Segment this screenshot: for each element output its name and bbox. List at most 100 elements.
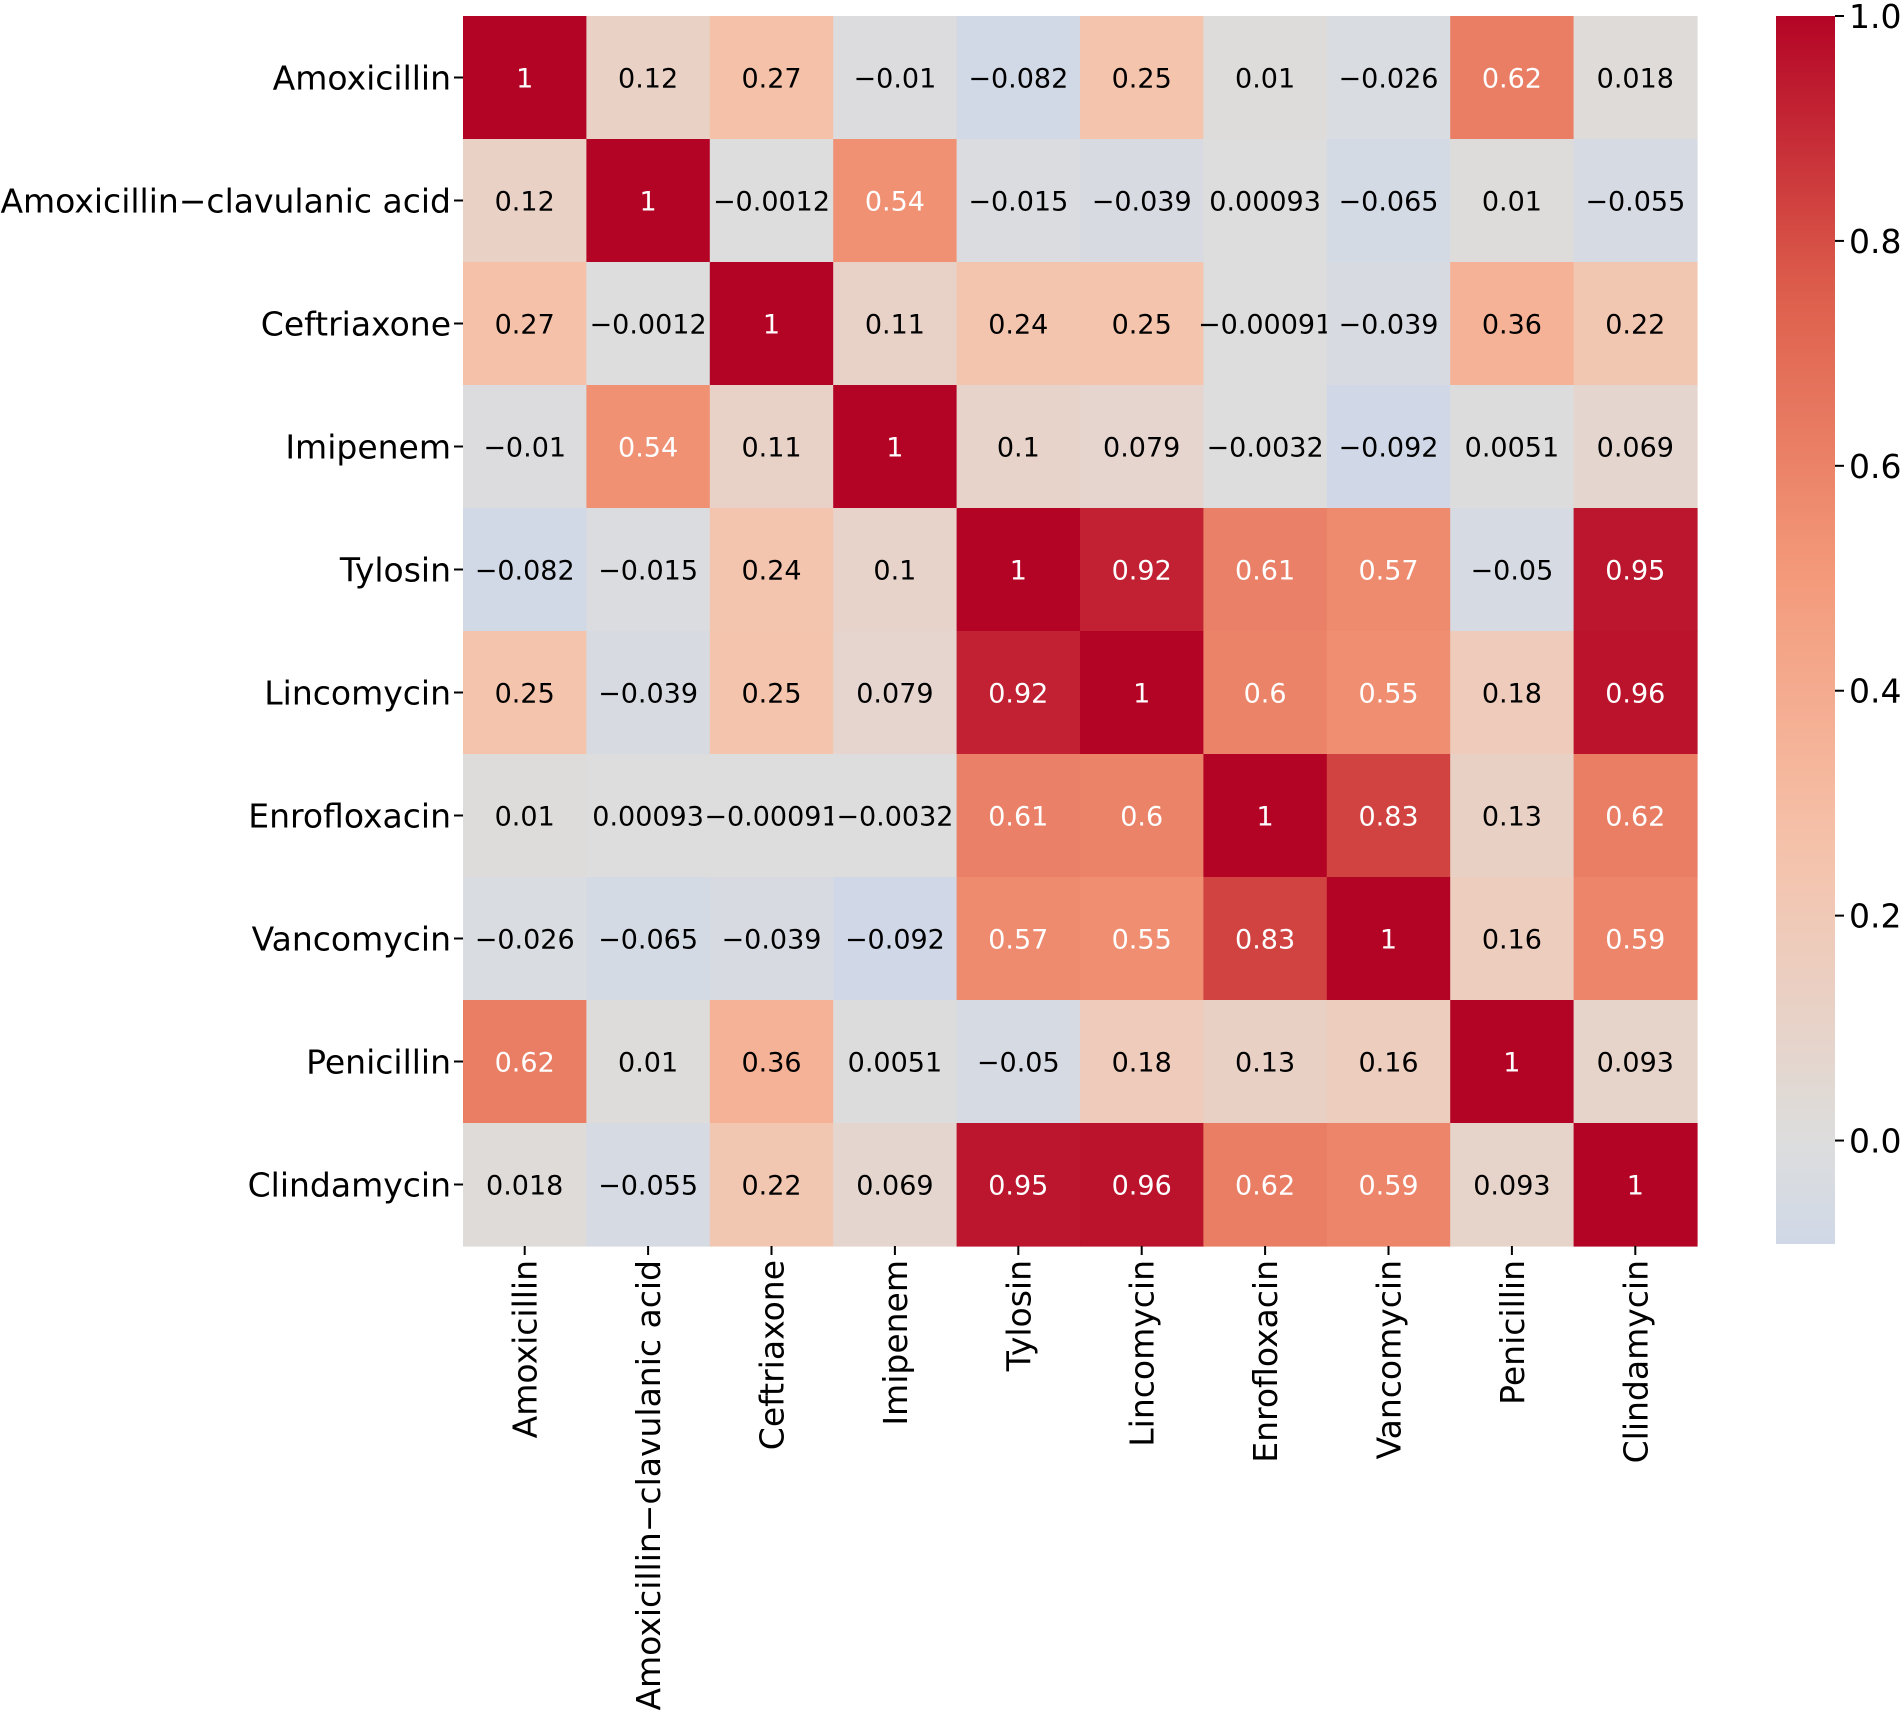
cell-value-label: 0.27	[495, 310, 555, 341]
heatmap-cell-3-7	[1326, 385, 1451, 509]
heatmap-cell-9-9	[1573, 1123, 1698, 1247]
cell-value-label: −0.039	[1339, 310, 1439, 341]
heatmap-cell-4-3	[833, 508, 958, 632]
heatmap-cell-6-9	[1573, 754, 1698, 878]
heatmap-cell-0-3	[833, 16, 958, 140]
heatmap-cell-7-0	[463, 877, 587, 1001]
cell-value-label: 1	[1503, 1048, 1520, 1079]
heatmap-cell-7-1	[586, 877, 711, 1001]
heatmap-cell-1-1	[586, 139, 711, 263]
heatmap-cell-5-8	[1450, 631, 1575, 755]
colorbar-gradient	[1776, 16, 1835, 1244]
cell-value-label: 0.079	[856, 679, 933, 710]
cell-value-label: 0.59	[1358, 1171, 1418, 1202]
cell-value-label: 0.27	[741, 64, 801, 95]
row-label-ceftriaxone: Ceftriaxone	[261, 305, 451, 344]
cell-value-label: 0.12	[618, 64, 678, 95]
row-label-tylosin: Tylosin	[339, 551, 451, 590]
heatmap-cells: 1 0.12 0.27 −0.01 −0.082 0.25 0.01 −0.026 0.62 0.…	[463, 16, 1698, 1247]
heatmap-cell-9-6	[1203, 1123, 1328, 1247]
heatmap-cell-1-9	[1573, 139, 1698, 263]
row-label-clindamycin: Clindamycin	[248, 1166, 451, 1205]
cell-value-label: 0.13	[1482, 802, 1542, 833]
cell-value-label: 0.95	[988, 1171, 1048, 1202]
heatmap-cell-4-0	[463, 508, 587, 632]
cell-value-label: −0.01	[483, 433, 566, 464]
cell-value-label: 0.093	[1597, 1048, 1674, 1079]
cell-value-label: −0.026	[1339, 64, 1439, 95]
heatmap-cell-9-2	[709, 1123, 834, 1247]
heatmap-cell-4-2	[709, 508, 834, 632]
heatmap-cell-6-6	[1203, 754, 1328, 878]
cell-value-label: 0.18	[1482, 679, 1542, 710]
cell-value-label: −0.039	[722, 925, 822, 956]
heatmap-cell-5-3	[833, 631, 958, 755]
cell-value-label: 1	[1010, 556, 1027, 587]
cell-value-label: −0.065	[1339, 187, 1439, 218]
heatmap-cell-2-2	[709, 262, 834, 386]
column-label-lincomycin: Lincomycin	[1123, 1260, 1162, 1447]
cell-value-label: 0.36	[1482, 310, 1542, 341]
cell-value-label: 0.00093	[592, 802, 704, 833]
cell-value-label: 1	[1380, 925, 1397, 956]
column-label-amoxicillin: Amoxicillin	[506, 1260, 545, 1438]
cell-value-label: 0.92	[1112, 556, 1172, 587]
heatmap-cell-3-9	[1573, 385, 1698, 509]
cell-value-label: 0.62	[1605, 802, 1665, 833]
cell-value-label: −0.01	[854, 64, 937, 95]
heatmap-cell-2-4	[956, 262, 1081, 386]
cell-value-label: −0.00091	[1198, 310, 1332, 341]
heatmap-cell-9-8	[1450, 1123, 1575, 1247]
row-label-imipenem: Imipenem	[285, 428, 451, 467]
cell-value-label: −0.05	[1471, 556, 1554, 587]
heatmap-cell-3-3	[833, 385, 958, 509]
cell-value-label: 0.62	[1482, 64, 1542, 95]
column-label-enrofloxacin: Enrofloxacin	[1246, 1260, 1285, 1463]
row-label-vancomycin: Vancomycin	[252, 920, 451, 959]
heatmap-cell-6-2	[709, 754, 834, 878]
heatmap-cell-8-3	[833, 1000, 958, 1124]
cell-value-label: 0.36	[741, 1048, 801, 1079]
cell-value-label: 0.069	[856, 1171, 933, 1202]
heatmap-cell-6-3	[833, 754, 958, 878]
heatmap-cell-5-4	[956, 631, 1081, 755]
heatmap-cell-1-4	[956, 139, 1081, 263]
heatmap-cell-7-9	[1573, 877, 1698, 1001]
cell-value-label: 0.57	[988, 925, 1048, 956]
heatmap-cell-2-6	[1203, 262, 1328, 386]
heatmap-cell-7-6	[1203, 877, 1328, 1001]
cell-value-label: 0.093	[1473, 1171, 1550, 1202]
heatmap-cell-2-0	[463, 262, 587, 386]
heatmap-cell-5-2	[709, 631, 834, 755]
heatmap-cell-8-4	[956, 1000, 1081, 1124]
heatmap-cell-3-5	[1080, 385, 1204, 509]
cell-value-label: 0.54	[865, 187, 925, 218]
cell-value-label: 0.62	[1235, 1171, 1295, 1202]
cell-value-label: −0.092	[1339, 433, 1439, 464]
cell-value-label: 0.83	[1358, 802, 1418, 833]
heatmap-cell-5-1	[586, 631, 711, 755]
colorbar-tick-label: 0.4	[1849, 672, 1901, 711]
heatmap-cell-8-1	[586, 1000, 711, 1124]
cell-value-label: 0.25	[495, 679, 555, 710]
cell-value-label: 0.57	[1358, 556, 1418, 587]
heatmap-cell-6-1	[586, 754, 711, 878]
cell-value-label: 0.00093	[1209, 187, 1321, 218]
cell-value-label: 1	[886, 433, 903, 464]
cell-value-label: −0.015	[968, 187, 1068, 218]
heatmap-cell-1-3	[833, 139, 958, 263]
cell-value-label: 0.01	[1235, 64, 1295, 95]
cell-value-label: −0.082	[475, 556, 575, 587]
cell-value-label: −0.065	[598, 925, 698, 956]
cell-value-label: 0.96	[1605, 679, 1665, 710]
heatmap-cell-2-1	[586, 262, 711, 386]
cell-value-label: −0.05	[977, 1048, 1060, 1079]
heatmap-cell-9-7	[1326, 1123, 1451, 1247]
cell-value-label: 0.1	[997, 433, 1040, 464]
cell-value-label: 1	[1627, 1171, 1644, 1202]
heatmap-cell-0-7	[1326, 16, 1451, 140]
heatmap-cell-9-1	[586, 1123, 711, 1247]
row-axis: Amoxicillin Amoxicillin−clavulanic acid Ce…	[0, 59, 463, 1205]
heatmap-cell-8-5	[1080, 1000, 1204, 1124]
